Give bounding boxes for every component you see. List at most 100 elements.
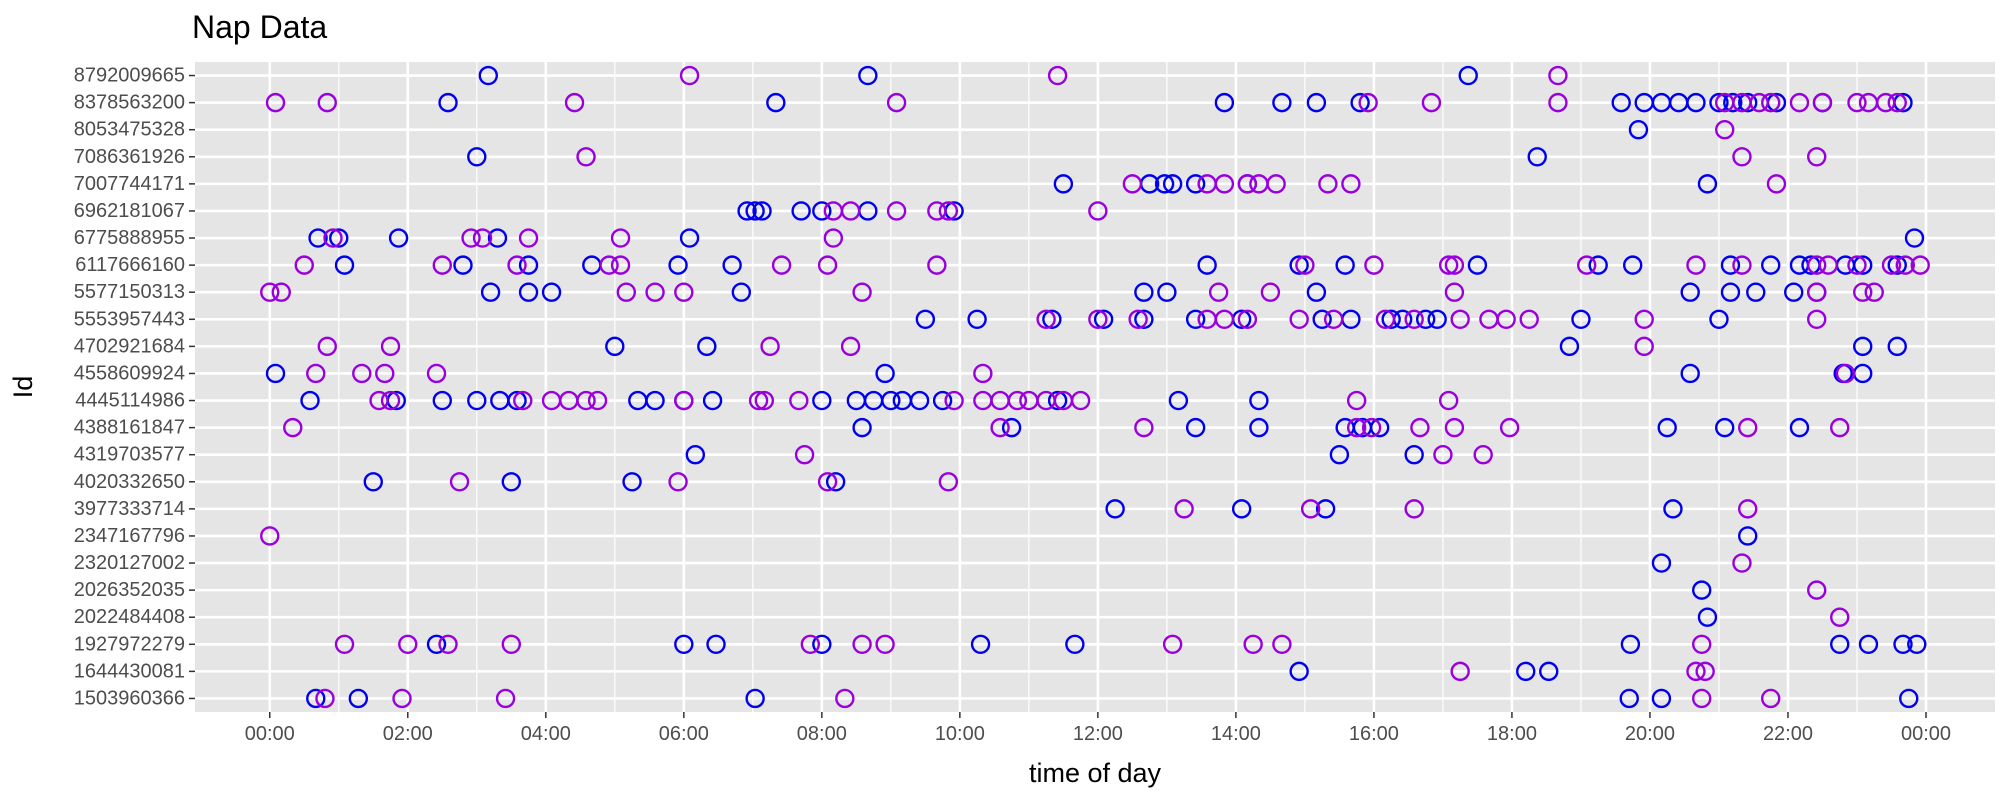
nap-point [1134,282,1154,302]
nap-point [737,201,757,221]
y-tick-label: 6962181067 [74,200,185,222]
nap-point [1415,309,1436,329]
nap-point [380,390,401,411]
nap-point [1157,282,1177,302]
y-tick-label: 1503960366 [74,687,185,709]
nap-point [1876,92,1896,113]
nap-point [679,65,700,86]
nap-point [1358,92,1378,113]
nap-point [1154,174,1175,194]
nap-point [731,282,752,302]
nap-point [449,472,470,492]
nap-point [487,228,508,248]
nap-point [1438,390,1459,411]
nap-point [1692,634,1712,654]
nap-point [1738,526,1758,546]
nap-point [875,363,895,384]
x-axis: 00:00 02:00 04:00 06:00 08:00 10:00 12:00 14:00… [245,712,1951,745]
nap-point [886,201,907,221]
nap-point [722,255,742,275]
nap-point [1450,661,1470,682]
nap-point [308,228,328,248]
nap-point [1761,688,1781,709]
nap-point [1364,255,1384,275]
y-tick-label: 8378563200 [74,92,185,114]
nap-point [576,390,596,411]
nap-point [1709,309,1729,329]
nap-point [1634,309,1654,329]
nap-point [1519,309,1539,329]
nap-point [352,363,372,384]
x-tick-label: 20:00 [1625,723,1675,745]
nap-point [1651,553,1672,573]
nap-point [1093,309,1114,329]
nap-point [1807,580,1827,600]
nap-point [294,255,314,275]
nap-point [1312,309,1332,329]
nap-point [1369,417,1390,438]
gridlines [195,62,1995,712]
nap-point [375,363,395,384]
nap-point [501,634,521,654]
nap-point [380,336,401,357]
nap-point [1910,255,1930,275]
nap-point [823,228,844,248]
nap-point [1628,120,1649,140]
nap-point [1128,309,1148,329]
nap-point [1571,309,1591,329]
nap-point [1473,445,1493,465]
nap-point [1162,634,1183,654]
nap-point [1818,255,1838,275]
nap-point [1864,282,1884,302]
nap-point [1807,309,1827,329]
nap-point [1404,445,1424,465]
nap-point [1266,174,1286,194]
nap-point [1047,65,1068,86]
nap-point [1835,363,1856,384]
nap-point [1065,634,1085,654]
nap-point [1122,174,1143,194]
nap-point [1887,92,1907,113]
nap-point [1346,417,1367,438]
nap-point [518,282,539,302]
nap-point [432,390,452,411]
nap-point [1162,174,1183,194]
nap-point [605,336,625,357]
nap-point [852,417,872,438]
nap-point [348,688,369,709]
nap-point [1036,309,1056,329]
nap-point [1619,688,1639,709]
y-tick-label: 2026352035 [74,579,185,601]
nap-point [706,634,726,654]
nap-point [909,390,930,411]
nap-point [1622,255,1643,275]
nap-point [541,282,562,302]
nap-point [1197,255,1217,275]
nap-point [398,634,418,654]
nap-point [1634,336,1654,357]
nap-point [260,282,280,302]
plot-panel [195,62,1995,712]
nap-point [1214,92,1235,113]
nap-point [610,228,631,248]
nap-point [1881,255,1902,275]
nap-point [1427,309,1447,329]
nap-point [1663,499,1683,519]
nap-point [1361,417,1382,438]
nap-point [668,472,688,492]
nap-point [432,255,452,275]
nap-point [1438,255,1459,275]
nap-point [1088,309,1108,329]
nap-point [1732,553,1752,573]
nap-point [1214,309,1235,329]
y-tick-label: 4319703577 [74,444,185,466]
nap-point [1548,65,1568,86]
nap-point [283,417,303,438]
nap-point [315,688,335,709]
nap-point [1539,661,1559,682]
nap-point [1853,282,1873,302]
nap-point [1732,255,1752,275]
nap-point [852,282,872,302]
x-tick-label: 16:00 [1349,723,1399,745]
